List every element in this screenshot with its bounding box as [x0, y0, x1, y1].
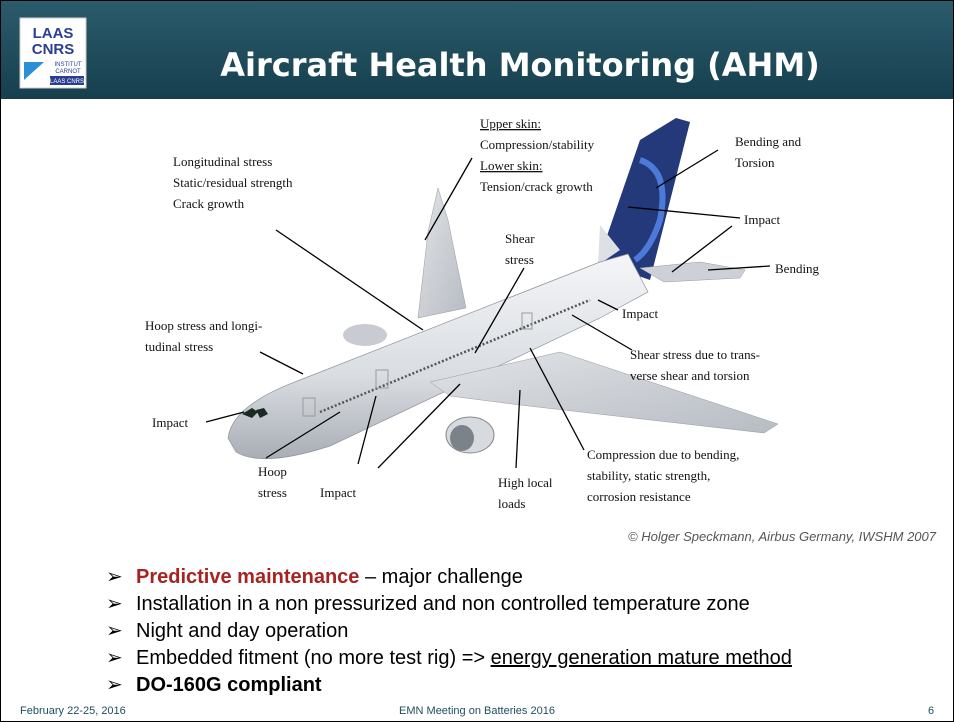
- bullet-marker: ➢: [106, 674, 123, 696]
- annotation-line: Tension/crack growth: [480, 179, 593, 194]
- logo: LAAS CNRS INSTITUT CARNOT LAAS CNRS: [19, 17, 87, 89]
- bullet: Night and day operation: [136, 620, 348, 642]
- annotations: Longitudinal stress Static/residual stren…: [145, 116, 820, 511]
- annotation-line: Bending: [775, 261, 820, 276]
- annotation-line: loads: [498, 496, 525, 511]
- footer-date: February 22-25, 2016: [20, 705, 126, 717]
- bullet: Installation in a non pressurized and no…: [136, 593, 750, 615]
- annotation-line: Shear stress due to trans-: [630, 347, 760, 362]
- bullet: Embedded fitment (no more test rig) => e…: [136, 647, 792, 669]
- annotation-line: Upper skin:: [480, 116, 541, 131]
- annotation-line: Impact: [622, 306, 658, 321]
- annotation-line: tudinal stress: [145, 339, 213, 354]
- annotation-line: Longitudinal stress: [173, 154, 272, 169]
- annotation-line: Static/residual strength: [173, 175, 293, 190]
- footer-event: EMN Meeting on Batteries 2016: [399, 705, 555, 717]
- annotation-line: Impact: [744, 212, 780, 227]
- bullet-marker: ➢: [106, 593, 123, 615]
- annotation-line: Compression due to bending,: [587, 447, 739, 462]
- bullet-marker: ➢: [106, 647, 123, 669]
- bullet-marker: ➢: [106, 566, 123, 588]
- annotation-line: stress: [505, 252, 534, 267]
- bullet-list: ➢ Predictive maintenance – major challen…: [106, 566, 792, 696]
- image-credit: © Holger Speckmann, Airbus Germany, IWSH…: [628, 529, 937, 544]
- logo-text: INSTITUT: [55, 62, 82, 68]
- bullet: Predictive maintenance – major challenge: [136, 566, 523, 588]
- leader-lines: [205, 149, 771, 469]
- aircraft: [227, 118, 779, 460]
- annotation-line: Impact: [152, 415, 188, 430]
- annotation-line: Hoop stress and longi-: [145, 318, 262, 333]
- bullet-emphasis: Predictive maintenance: [136, 566, 359, 588]
- annotation-line: Bending and: [735, 134, 802, 149]
- footer-page: 6: [928, 705, 934, 717]
- header-bar: [1, 1, 953, 99]
- logo-text: CNRS: [32, 41, 75, 58]
- annotation-line: Torsion: [735, 155, 775, 170]
- logo-text: LAAS CNRS: [50, 79, 84, 85]
- slide-title: Aircraft Health Monitoring (AHM): [220, 46, 820, 84]
- annotation-line: High local: [498, 475, 553, 490]
- bullet: DO-160G compliant: [136, 674, 322, 696]
- logo-text: CARNOT: [55, 69, 81, 75]
- annotation-line: Compression/stability: [480, 137, 595, 152]
- logo-text: LAAS: [33, 25, 74, 42]
- bullet-marker: ➢: [106, 620, 123, 642]
- annotation-line: Hoop: [258, 464, 287, 479]
- annotation-line: Crack growth: [173, 196, 245, 211]
- annotation-line: Lower skin:: [480, 158, 542, 173]
- bullet-text: – major challenge: [359, 566, 522, 588]
- annotation-line: verse shear and torsion: [630, 368, 750, 383]
- annotation-line: Impact: [320, 485, 356, 500]
- annotation-line: corrosion resistance: [587, 489, 691, 504]
- bullet-text: Embedded fitment (no more test rig) =>: [136, 647, 491, 669]
- annotation-line: stress: [258, 485, 287, 500]
- annotation-line: Shear: [505, 231, 535, 246]
- bullet-underlined: energy generation mature method: [491, 647, 792, 669]
- annotation-line: stability, static strength,: [587, 468, 710, 483]
